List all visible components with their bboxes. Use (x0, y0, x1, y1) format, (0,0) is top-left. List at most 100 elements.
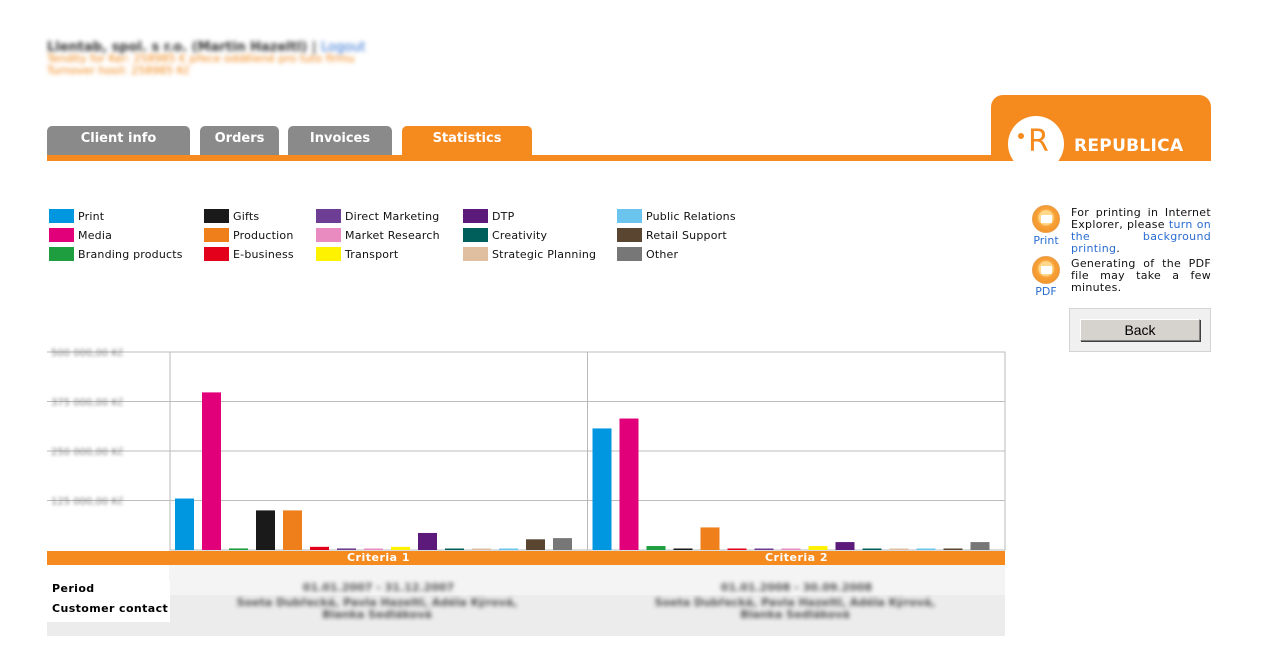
bar-dtp (418, 532, 437, 550)
legend-label: Public Relations (646, 210, 736, 223)
legend-label: Media (78, 229, 113, 242)
legend-label: Direct Marketing (345, 210, 440, 223)
bar-market-research (781, 548, 801, 550)
bar-e-business (310, 546, 329, 550)
printer-icon[interactable] (1032, 205, 1060, 233)
legend-label: Retail Support (646, 229, 727, 242)
legend-swatch (617, 228, 642, 242)
pdf-button[interactable]: PDF (1031, 256, 1061, 298)
logout-link[interactable]: Logout (321, 40, 366, 55)
criteria-2-contact: Soeta Dubřecká, Pavla Hazeltl, Adéla Kýr… (654, 596, 936, 621)
legend-swatch (49, 247, 74, 261)
legend-swatch (204, 228, 229, 242)
background-printing-link[interactable]: turn on the background printing (1071, 218, 1212, 255)
legend-label: Gifts (233, 210, 260, 223)
legend-swatch (204, 209, 229, 223)
criteria-2-label: Criteria 2 (764, 551, 829, 564)
statistics-chart: 500 000,00 Kč 375 000,00 Kč 250 000,00 Kč 1… (47, 345, 1007, 555)
pdf-note: Generating of the PDF file may take a fe… (1071, 257, 1211, 294)
legend-swatch (617, 247, 642, 261)
y-tick-label: 500 000,00 Kč (51, 347, 124, 359)
republica-logo: R REPUBLICA (991, 95, 1211, 172)
bar-print (175, 498, 194, 550)
legend-label: Branding products (78, 248, 183, 261)
logo-mark: R (1008, 116, 1064, 172)
logo-text: REPUBLICA (1074, 136, 1184, 156)
print-caption[interactable]: Print (1033, 234, 1059, 247)
bar-production (700, 527, 720, 550)
user-name: Llentab, spol. s r.o. (Martin Hazeltl) | (47, 40, 317, 55)
user-line: Llentab, spol. s r.o. (Martin Hazeltl) |… (47, 40, 366, 55)
turnover-line-2: Turnover hosil: 258985 Kč (47, 64, 190, 77)
table-row (47, 565, 1005, 580)
legend-swatch (463, 209, 488, 223)
bar-retail-support (526, 539, 545, 550)
bar-direct-marketing (337, 548, 356, 550)
tab-underline (47, 155, 1211, 161)
pdf-icon[interactable] (1032, 256, 1060, 284)
bar-retail-support (943, 548, 963, 550)
bar-other (553, 538, 572, 550)
legend-swatch (463, 228, 488, 242)
customer-contact-label: Customer contact (52, 602, 169, 615)
pdf-caption[interactable]: PDF (1035, 285, 1057, 298)
legend-swatch (316, 209, 341, 223)
criteria-2-period: 01.01.2008 - 30.09.2008 (720, 581, 873, 594)
criteria-1-contact: Soeta Dubřecká, Pavla Hazeltl, Adéla Kýr… (236, 596, 518, 621)
back-panel: Back (1069, 308, 1211, 352)
print-button[interactable]: Print (1031, 205, 1061, 247)
bar-media (202, 392, 221, 550)
tab-statistics[interactable]: Statistics (402, 126, 532, 156)
print-note-end: . (1116, 242, 1121, 255)
contact-row: Customer contact Soeta Dubřecká, Pavla H… (47, 595, 1005, 622)
legend-swatch (463, 247, 488, 261)
legend-swatch (49, 228, 74, 242)
y-tick-label: 375 000,00 Kč (51, 397, 124, 409)
legend-swatch (316, 228, 341, 242)
chart-svg: 500 000,00 Kč 375 000,00 Kč 250 000,00 Kč 1… (47, 347, 1006, 551)
legend-swatch (49, 209, 74, 223)
bar-gifts (256, 510, 275, 550)
bar-e-business (727, 548, 747, 550)
criteria-header: Criteria 1 Criteria 2 (47, 551, 1005, 565)
y-tick-label: 250 000,00 Kč (51, 446, 124, 458)
bar-public-relations (499, 548, 518, 550)
bar-market-research (364, 548, 383, 550)
bar-creativity (862, 548, 882, 550)
back-button[interactable]: Back (1080, 319, 1200, 341)
bar-print (592, 428, 612, 550)
tab-client-info[interactable]: Client info (47, 126, 190, 156)
legend-label: Production (233, 229, 294, 242)
tab-invoices[interactable]: Invoices (288, 126, 392, 156)
bar-transport (391, 546, 410, 550)
period-label: Period (52, 582, 95, 595)
legend-label: Strategic Planning (492, 248, 597, 261)
bar-creativity (445, 548, 464, 550)
turnover-line-1: Tendity for Ker: 258985 € přece oddělené… (47, 52, 355, 65)
legend-label: Market Research (345, 229, 440, 242)
legend-label: Other (646, 248, 679, 261)
period-row: Period 01.01.2007 - 31.12.2007 01.01.200… (47, 580, 1005, 595)
legend-label: Print (78, 210, 105, 223)
bar-other (970, 542, 990, 550)
bar-public-relations (916, 548, 936, 550)
bar-branding-products (229, 548, 248, 550)
legend-label: DTP (492, 210, 515, 223)
bar-direct-marketing (754, 548, 774, 550)
criteria-1-label: Criteria 1 (346, 551, 411, 564)
bar-dtp (835, 542, 855, 550)
tab-orders[interactable]: Orders (200, 126, 279, 156)
print-note-text: For printing in Internet Explorer, pleas… (1071, 206, 1211, 231)
bar-branding-products (646, 546, 666, 550)
bar-strategic-planning (472, 548, 491, 550)
bar-strategic-planning (889, 548, 909, 550)
legend-swatch (316, 247, 341, 261)
legend-swatch (617, 209, 642, 223)
bar-gifts (673, 548, 693, 550)
y-tick-label: 125 000,00 Kč (51, 496, 124, 508)
legend-label: E-business (233, 248, 294, 261)
bar-production (283, 510, 302, 550)
bar-transport (808, 546, 828, 550)
table-row (47, 622, 1005, 636)
criteria-1-period: 01.01.2007 - 31.12.2007 (302, 581, 455, 594)
